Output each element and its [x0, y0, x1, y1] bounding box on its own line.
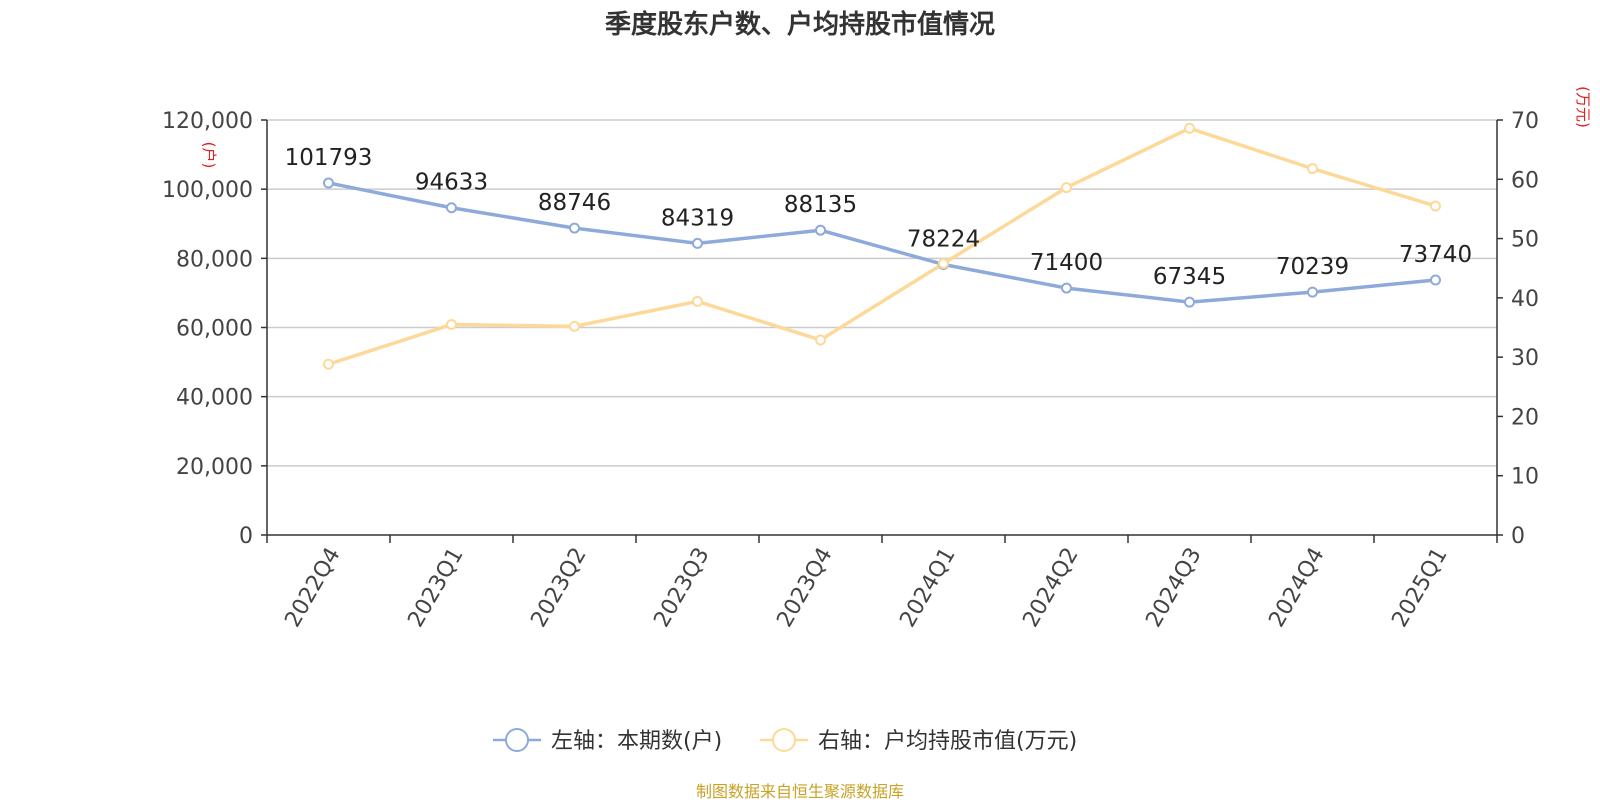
- right-axis-unit-label: (万元): [1574, 86, 1592, 128]
- right-tick-label: 60: [1511, 168, 1539, 193]
- x-tick-label: 2023Q1: [403, 544, 468, 632]
- x-tick-label: 2024Q2: [1018, 544, 1083, 632]
- series-point-right: [1184, 122, 1195, 134]
- series-point-right: [1307, 163, 1318, 175]
- right-tick-label: 30: [1511, 346, 1539, 371]
- chart-source: 制图数据来自恒生聚源数据库: [695, 782, 904, 801]
- series-point-right: [1430, 200, 1441, 212]
- left-tick-label: 120,000: [162, 109, 253, 134]
- right-tick-label: 40: [1511, 287, 1539, 312]
- data-label: 78224: [907, 226, 980, 252]
- right-tick-label: 70: [1511, 109, 1539, 134]
- data-label: 88746: [538, 190, 611, 216]
- series-point-right: [569, 320, 580, 332]
- series-point-left: [1061, 282, 1072, 294]
- left-tick-label: 40,000: [176, 386, 253, 411]
- data-label: 71400: [1030, 250, 1103, 276]
- chart-title: 季度股东户数、户均持股市值情况: [604, 10, 995, 40]
- series-point-left: [1307, 286, 1318, 298]
- left-tick-label: 60,000: [176, 317, 253, 342]
- series-line-right: [327, 126, 1437, 366]
- legend-marker-left: [505, 728, 529, 752]
- left-tick-label: 80,000: [176, 247, 253, 272]
- series-point-right: [692, 295, 703, 307]
- legend-label-right: 右轴：户均持股市值(万元): [818, 729, 1077, 754]
- data-label: 73740: [1399, 242, 1472, 268]
- series-point-left: [1430, 274, 1441, 286]
- data-label: 67345: [1153, 264, 1226, 290]
- x-tick-label: 2023Q3: [649, 544, 714, 632]
- series-point-right: [1061, 182, 1072, 194]
- right-tick-label: 0: [1511, 524, 1525, 549]
- x-tick-label: 2024Q1: [895, 544, 960, 632]
- left-tick-label: 0: [239, 524, 253, 549]
- left-tick-label: 20,000: [176, 455, 253, 480]
- legend-label-left: 左轴：本期数(户): [551, 729, 722, 754]
- series-point-left: [569, 222, 580, 234]
- series-point-right: [815, 334, 826, 346]
- x-tick-label: 2024Q4: [1264, 544, 1329, 632]
- x-tick-label: 2023Q4: [772, 544, 837, 632]
- data-label: 70239: [1276, 254, 1349, 280]
- series-point-left: [815, 224, 826, 236]
- series-point-left: [1184, 296, 1195, 308]
- data-label: 88135: [784, 192, 857, 218]
- x-tick-label: 2023Q2: [526, 544, 591, 632]
- series-point-left: [323, 177, 334, 189]
- data-label: 101793: [285, 145, 373, 171]
- series-point-left: [692, 237, 703, 249]
- data-label: 94633: [415, 170, 488, 196]
- legend-marker-right: [772, 728, 796, 752]
- left-axis-unit-label: (户): [200, 142, 218, 169]
- series-point-left: [446, 202, 457, 214]
- series-point-right: [323, 358, 334, 370]
- right-tick-label: 50: [1511, 228, 1539, 253]
- left-tick-label: 100,000: [162, 178, 253, 203]
- series-point-right: [446, 319, 457, 331]
- series-point-right: [938, 257, 949, 269]
- x-tick-label: 2022Q4: [280, 544, 345, 632]
- data-label: 84319: [661, 205, 734, 231]
- x-tick-label: 2025Q1: [1387, 544, 1452, 632]
- series-line-left: [328, 181, 1436, 304]
- x-tick-label: 2024Q3: [1141, 544, 1206, 632]
- right-tick-label: 20: [1511, 405, 1539, 430]
- right-tick-label: 10: [1511, 465, 1539, 490]
